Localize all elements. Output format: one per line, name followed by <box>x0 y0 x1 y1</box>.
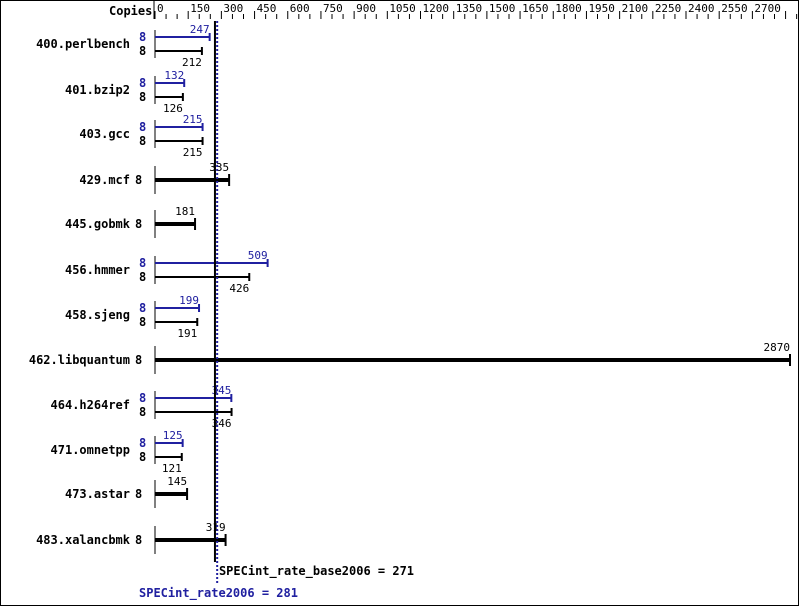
peak-value-label: 125 <box>163 429 183 442</box>
benchmark-name: 473.astar <box>65 487 130 501</box>
tick-label: 750 <box>323 2 343 15</box>
tick-label: 150 <box>190 2 210 15</box>
base-copies: 8 <box>139 44 146 58</box>
benchmark-name: 458.sjeng <box>65 308 130 322</box>
base-copies: 8 <box>135 353 142 367</box>
tick-label: 1050 <box>389 2 416 15</box>
base-copies: 8 <box>139 134 146 148</box>
tick-label: 600 <box>290 2 310 15</box>
base-value-label: 145 <box>167 475 187 488</box>
base-value-label: 215 <box>183 146 203 159</box>
peak-value-label: 132 <box>164 69 184 82</box>
base-copies: 8 <box>139 315 146 329</box>
base-copies: 8 <box>135 487 142 501</box>
tick-label: 450 <box>257 2 277 15</box>
base-copies: 8 <box>135 173 142 187</box>
copies-axis-label: Copies <box>109 4 152 18</box>
peak-value-label: 215 <box>183 113 203 126</box>
base-value-label: 335 <box>209 161 229 174</box>
tick-label: 2250 <box>655 2 682 15</box>
tick-label: 300 <box>223 2 243 15</box>
benchmark-name: 401.bzip2 <box>65 83 130 97</box>
peak-value-label: 199 <box>179 294 199 307</box>
peak-value-label: 247 <box>190 23 210 36</box>
base-copies: 8 <box>135 533 142 547</box>
peak-copies: 8 <box>139 436 146 450</box>
base-value-label: 212 <box>182 56 202 69</box>
tick-label: 2550 <box>721 2 748 15</box>
tick-label: 1650 <box>522 2 549 15</box>
base-value-label: 2870 <box>764 341 791 354</box>
peak-copies: 8 <box>139 30 146 44</box>
benchmark-name: 462.libquantum <box>29 353 130 367</box>
base-copies: 8 <box>139 405 146 419</box>
benchmark-name: 403.gcc <box>79 127 130 141</box>
tick-label: 900 <box>356 2 376 15</box>
tick-label: 2100 <box>622 2 649 15</box>
peak-copies: 8 <box>139 301 146 315</box>
benchmark-name: 464.h264ref <box>51 398 130 412</box>
benchmark-name: 456.hmmer <box>65 263 130 277</box>
base-copies: 8 <box>139 270 146 284</box>
benchmark-name: 400.perlbench <box>36 37 130 51</box>
benchmark-name: 445.gobmk <box>65 217 131 231</box>
tick-label: 1950 <box>588 2 615 15</box>
peak-value-label: 509 <box>248 249 268 262</box>
tick-label: 1500 <box>489 2 516 15</box>
benchmark-name: 483.xalancbmk <box>36 533 131 547</box>
base-metric-label: SPECint_rate_base2006 = 271 <box>219 564 414 579</box>
benchmark-name: 471.omnetpp <box>51 443 130 457</box>
peak-copies: 8 <box>139 76 146 90</box>
peak-copies: 8 <box>139 256 146 270</box>
tick-label: 2400 <box>688 2 715 15</box>
tick-label: 1350 <box>456 2 483 15</box>
peak-metric-label: SPECint_rate2006 = 281 <box>139 586 298 601</box>
base-value-label: 426 <box>229 282 249 295</box>
peak-copies: 8 <box>139 391 146 405</box>
base-copies: 8 <box>139 450 146 464</box>
tick-label: 1800 <box>555 2 582 15</box>
base-value-label: 191 <box>177 327 197 340</box>
base-copies: 8 <box>135 217 142 231</box>
base-value-label: 181 <box>175 205 195 218</box>
benchmark-name: 429.mcf <box>79 173 130 187</box>
base-value-label: 121 <box>162 462 182 475</box>
tick-label: 2700 <box>754 2 781 15</box>
tick-label: 1200 <box>423 2 450 15</box>
base-value-label: 126 <box>163 102 183 115</box>
base-copies: 8 <box>139 90 146 104</box>
tick-label: 0 <box>157 2 164 15</box>
peak-copies: 8 <box>139 120 146 134</box>
